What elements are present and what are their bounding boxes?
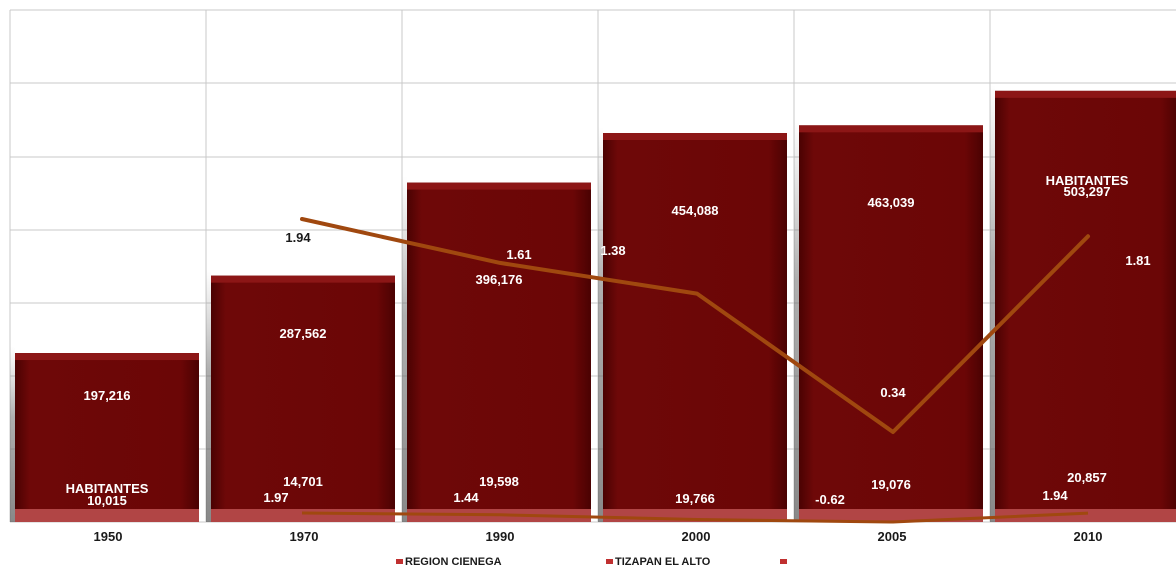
legend-marker-region-cienega — [396, 559, 403, 564]
bar-tizapan-2010 — [995, 509, 1176, 522]
data-label-tizapan-2005: 19,076 — [871, 477, 911, 492]
lines — [300, 217, 1090, 524]
annotation-habitantes-1950: HABITANTES — [66, 481, 149, 496]
data-label-tizapan-2000: 19,766 — [675, 491, 715, 506]
bar-top-2000 — [603, 132, 787, 140]
line-label-upper-1970: 1.94 — [285, 230, 311, 245]
line-label-upper-2010: 1.81 — [1125, 253, 1150, 268]
bar-tizapan-1970 — [211, 509, 395, 522]
bar-region-cienega-1990 — [407, 182, 591, 522]
bar-depth-2000 — [598, 126, 603, 522]
line-label-lower-2010: 1.94 — [1042, 488, 1068, 503]
data-label-region-1970: 287,562 — [280, 326, 327, 341]
line-label-lower-2005: -0.62 — [815, 492, 845, 507]
bars — [10, 84, 1176, 523]
data-label-tizapan-1970: 14,701 — [283, 474, 323, 489]
x-tick-label-2010: 2010 — [1074, 529, 1103, 544]
legend-label-region-cienega: REGION CIENEGA — [405, 556, 502, 565]
bar-top-1990 — [407, 182, 591, 190]
line-label-upper-2000: 1.38 — [600, 243, 625, 258]
x-tick-label-1990: 1990 — [486, 529, 515, 544]
x-tick-label-1950: 1950 — [94, 529, 123, 544]
bar-region-cienega-1970 — [211, 275, 395, 522]
data-label-region-1950: 197,216 — [84, 388, 131, 403]
bar-region-cienega-1950 — [15, 353, 199, 522]
data-labels: 197,216 287,562 396,176 454,088 463,039 503,2… — [66, 173, 1151, 508]
data-label-region-1990: 396,176 — [476, 272, 523, 287]
data-label-tizapan-2010: 20,857 — [1067, 470, 1107, 485]
bar-region-cienega-2000 — [603, 132, 787, 523]
bar-region-cienega-2010 — [995, 90, 1176, 523]
line-label-lower-1990: 1.44 — [453, 490, 479, 505]
line-label-upper-1990: 1.61 — [506, 247, 531, 262]
bar-top-2010 — [995, 90, 1176, 98]
bar-depth-2005 — [794, 119, 799, 522]
data-label-region-2000: 454,088 — [672, 203, 719, 218]
x-axis: 1950 1970 1990 2000 2005 2010 — [94, 529, 1103, 544]
data-label-region-2010: 503,297 — [1064, 184, 1111, 199]
legend-marker-blank — [780, 559, 787, 564]
bar-region-cienega-2005 — [799, 125, 983, 522]
bar-tizapan-1950 — [15, 509, 199, 522]
annotation-habitantes-2010: HABITANTES — [1046, 173, 1129, 188]
bar-top-1970 — [211, 275, 395, 283]
legend: REGION CIENEGA TIZAPAN EL ALTO — [396, 556, 787, 565]
bar-top-1950 — [15, 353, 199, 361]
bar-depth-1970 — [206, 269, 211, 522]
bar-depth-2010 — [990, 84, 995, 523]
legend-marker-tizapan-el-alto — [606, 559, 613, 564]
bar-top-2005 — [799, 125, 983, 133]
bar-depth-1950 — [10, 347, 15, 522]
data-label-region-2005: 463,039 — [868, 195, 915, 210]
legend-label-tizapan-el-alto: TIZAPAN EL ALTO — [615, 556, 711, 565]
x-tick-label-2000: 2000 — [682, 529, 711, 544]
line-label-lower-1970: 1.97 — [263, 490, 288, 505]
line-growth-upper — [300, 217, 1090, 434]
line-growth-lower — [301, 511, 1089, 524]
data-label-tizapan-1990: 19,598 — [479, 474, 519, 489]
bar-depth-1990 — [402, 176, 407, 522]
x-tick-label-2005: 2005 — [878, 529, 907, 544]
data-label-tizapan-1950: 10,015 — [87, 493, 127, 508]
x-tick-label-1970: 1970 — [290, 529, 319, 544]
line-label-upper-2005: 0.34 — [880, 385, 906, 400]
